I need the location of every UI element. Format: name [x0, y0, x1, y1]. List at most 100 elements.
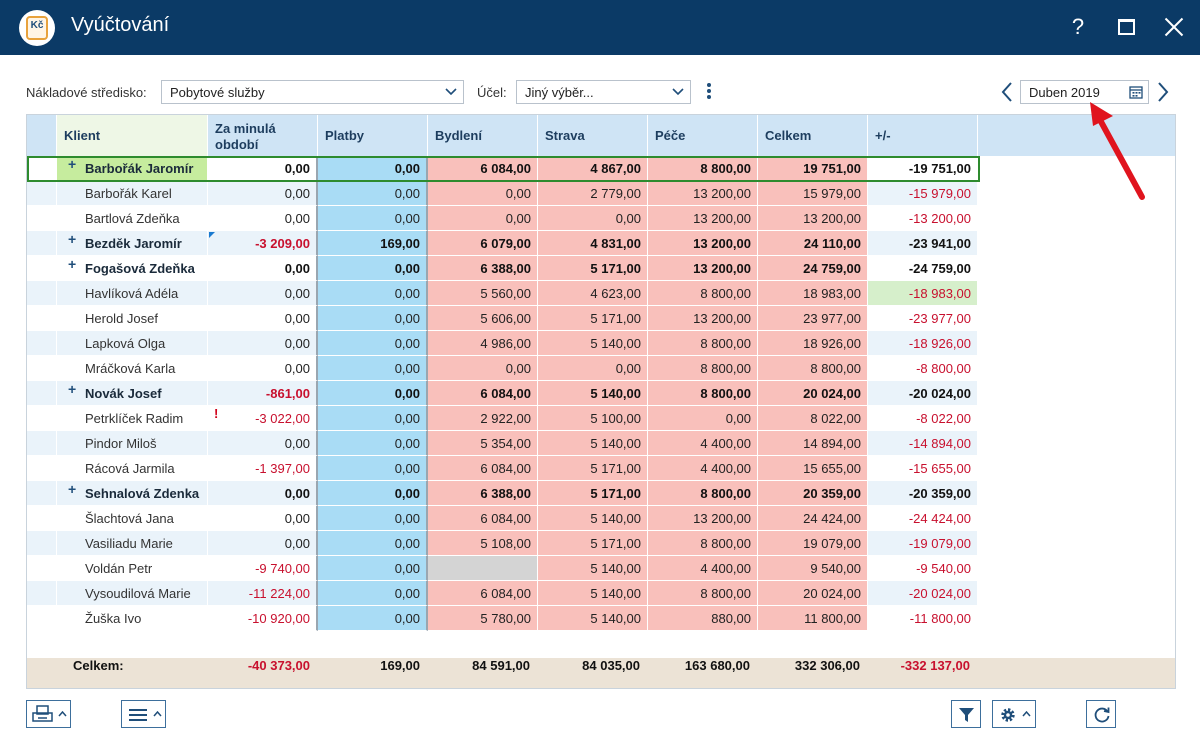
- cell-total[interactable]: 24 110,00: [758, 231, 868, 256]
- cell-total[interactable]: 8 022,00: [758, 406, 868, 431]
- cell-payments[interactable]: 0,00: [318, 281, 428, 306]
- print-button[interactable]: [26, 700, 71, 728]
- cell-housing[interactable]: 5 606,00: [428, 306, 538, 331]
- table-row[interactable]: Mráčková Karla 0,00 0,00 0,00 0,00 8 800,00 8 …: [27, 356, 1175, 381]
- cost-center-select[interactable]: Pobytové služby: [161, 80, 464, 104]
- table-row[interactable]: Pindor Miloš 0,00 0,00 5 354,00 5 140,00 4 40…: [27, 431, 1175, 456]
- cell-care[interactable]: 13 200,00: [648, 306, 758, 331]
- cell-payments[interactable]: 169,00: [318, 231, 428, 256]
- cell-previous-periods[interactable]: 0,00: [208, 256, 318, 281]
- cell-client-name[interactable]: Žuška Ivo: [57, 606, 208, 631]
- cell-payments[interactable]: 0,00: [318, 431, 428, 456]
- cell-meals[interactable]: 4 867,00: [538, 156, 648, 181]
- cell-housing[interactable]: 6 388,00: [428, 481, 538, 506]
- cell-client-name[interactable]: Rácová Jarmila: [57, 456, 208, 481]
- cell-previous-periods[interactable]: -861,00: [208, 381, 318, 406]
- cell-payments[interactable]: 0,00: [318, 331, 428, 356]
- cell-housing[interactable]: 6 084,00: [428, 581, 538, 606]
- table-row[interactable]: Vysoudilová Marie -11 224,00 0,00 6 084,00 5…: [27, 581, 1175, 606]
- cell-payments[interactable]: 0,00: [318, 581, 428, 606]
- cell-housing[interactable]: 0,00: [428, 181, 538, 206]
- column-header-housing[interactable]: Bydlení: [428, 115, 538, 156]
- expand-icon[interactable]: +: [68, 231, 77, 247]
- table-row[interactable]: Barbořák Karel 0,00 0,00 0,00 2 779,00 13 200…: [27, 181, 1175, 206]
- cell-payments[interactable]: 0,00: [318, 306, 428, 331]
- cell-client-name[interactable]: Voldán Petr: [57, 556, 208, 581]
- cell-balance[interactable]: -18 983,00: [868, 281, 978, 306]
- cell-total[interactable]: 19 079,00: [758, 531, 868, 556]
- filter-button[interactable]: [951, 700, 981, 728]
- cell-client-name[interactable]: Mráčková Karla: [57, 356, 208, 381]
- column-header-client[interactable]: Klient: [57, 115, 208, 156]
- table-row[interactable]: Bartlová Zdeňka 0,00 0,00 0,00 0,00 13 200,00…: [27, 206, 1175, 231]
- cell-care[interactable]: 13 200,00: [648, 231, 758, 256]
- table-row[interactable]: Lapková Olga 0,00 0,00 4 986,00 5 140,00 8 80…: [27, 331, 1175, 356]
- cell-care[interactable]: 8 800,00: [648, 331, 758, 356]
- cell-balance[interactable]: -23 941,00: [868, 231, 978, 256]
- cell-meals[interactable]: 2 779,00: [538, 181, 648, 206]
- cell-payments[interactable]: 0,00: [318, 256, 428, 281]
- cell-housing[interactable]: 4 986,00: [428, 331, 538, 356]
- cell-balance[interactable]: -20 024,00: [868, 581, 978, 606]
- cell-payments[interactable]: 0,00: [318, 181, 428, 206]
- cell-meals[interactable]: 0,00: [538, 206, 648, 231]
- cell-housing[interactable]: 2 922,00: [428, 406, 538, 431]
- help-button[interactable]: ?: [1071, 14, 1085, 39]
- cell-balance[interactable]: -15 655,00: [868, 456, 978, 481]
- previous-period-button[interactable]: [997, 80, 1017, 104]
- cell-total[interactable]: 8 800,00: [758, 356, 868, 381]
- table-row[interactable]: Voldán Petr -9 740,00 0,00 5 140,00 4 400,00…: [27, 556, 1175, 581]
- cell-payments[interactable]: 0,00: [318, 531, 428, 556]
- cell-care[interactable]: 8 800,00: [648, 356, 758, 381]
- cell-care[interactable]: 8 800,00: [648, 156, 758, 181]
- more-options-icon[interactable]: [703, 82, 715, 102]
- table-row[interactable]: Šlachtová Jana 0,00 0,00 6 084,00 5 140,00 13…: [27, 506, 1175, 531]
- cell-balance[interactable]: -24 424,00: [868, 506, 978, 531]
- cell-balance[interactable]: -15 979,00: [868, 181, 978, 206]
- cell-care[interactable]: 13 200,00: [648, 506, 758, 531]
- cell-balance[interactable]: -11 800,00: [868, 606, 978, 631]
- close-button[interactable]: [1159, 12, 1189, 42]
- cell-payments[interactable]: 0,00: [318, 356, 428, 381]
- menu-button[interactable]: [121, 700, 166, 728]
- cell-housing[interactable]: 5 560,00: [428, 281, 538, 306]
- cell-client-name[interactable]: Petrklíček Radim: [57, 406, 208, 431]
- cell-meals[interactable]: 5 171,00: [538, 306, 648, 331]
- cell-payments[interactable]: 0,00: [318, 406, 428, 431]
- cell-care[interactable]: 4 400,00: [648, 456, 758, 481]
- table-row[interactable]: Barbořák Jaromír +0,00 0,00 6 084,00 4 867,0…: [27, 156, 1175, 181]
- cell-client-name[interactable]: Vasiliadu Marie: [57, 531, 208, 556]
- cell-care[interactable]: 8 800,00: [648, 381, 758, 406]
- cell-client-name[interactable]: Fogašová Zdeňka: [57, 256, 208, 281]
- cell-payments[interactable]: 0,00: [318, 506, 428, 531]
- cell-previous-periods[interactable]: -10 920,00: [208, 606, 318, 631]
- cell-balance[interactable]: -8 022,00: [868, 406, 978, 431]
- cell-previous-periods[interactable]: 0,00: [208, 531, 318, 556]
- cell-previous-periods[interactable]: -9 740,00: [208, 556, 318, 581]
- table-row[interactable]: Fogašová Zdeňka +0,00 0,00 6 388,00 5 171,00…: [27, 256, 1175, 281]
- cell-client-name[interactable]: Herold Josef: [57, 306, 208, 331]
- cell-care[interactable]: 4 400,00: [648, 431, 758, 456]
- table-row[interactable]: Novák Josef + -861,00 0,00 6 084,00 5 140,00 8…: [27, 381, 1175, 406]
- cell-payments[interactable]: 0,00: [318, 556, 428, 581]
- table-row[interactable]: Havlíková Adéla 0,00 0,00 5 560,00 4 623,00 8…: [27, 281, 1175, 306]
- cell-care[interactable]: 8 800,00: [648, 281, 758, 306]
- cell-payments[interactable]: 0,00: [318, 481, 428, 506]
- cell-previous-periods[interactable]: -3 022,00: [208, 406, 318, 431]
- cell-client-name[interactable]: Pindor Miloš: [57, 431, 208, 456]
- table-row[interactable]: Herold Josef 0,00 0,00 5 606,00 5 171,00 13 2…: [27, 306, 1175, 331]
- cell-balance[interactable]: -24 759,00: [868, 256, 978, 281]
- expand-icon[interactable]: +: [68, 256, 77, 272]
- cell-housing[interactable]: 6 084,00: [428, 156, 538, 181]
- cell-client-name[interactable]: Bezděk Jaromír: [57, 231, 208, 256]
- column-header-total[interactable]: Celkem: [758, 115, 868, 156]
- cell-previous-periods[interactable]: 0,00: [208, 281, 318, 306]
- column-header-care[interactable]: Péče: [648, 115, 758, 156]
- expand-icon[interactable]: +: [68, 381, 77, 397]
- column-header-meals[interactable]: Strava: [538, 115, 648, 156]
- cell-client-name[interactable]: Sehnalová Zdenka: [57, 481, 208, 506]
- cell-total[interactable]: 18 926,00: [758, 331, 868, 356]
- cell-payments[interactable]: 0,00: [318, 456, 428, 481]
- column-header-payments[interactable]: Platby: [318, 115, 428, 156]
- cell-previous-periods[interactable]: 0,00: [208, 331, 318, 356]
